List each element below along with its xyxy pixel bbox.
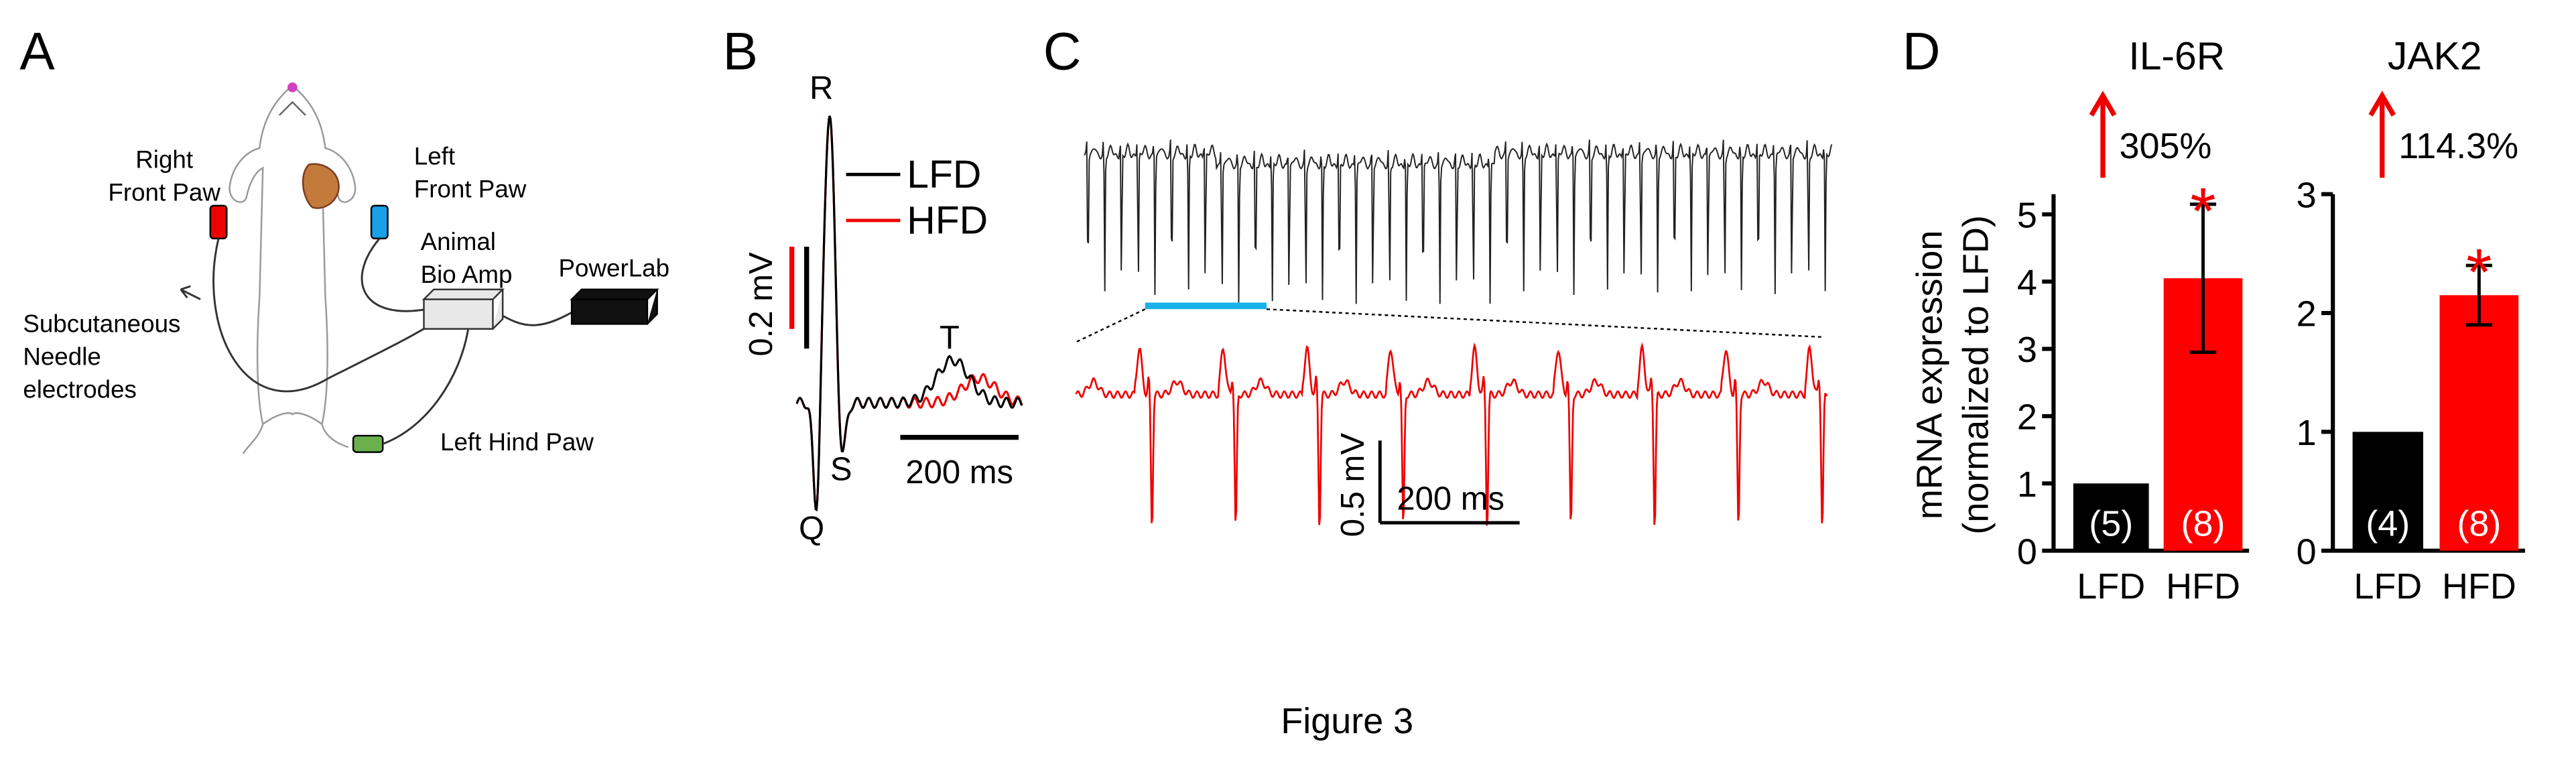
ecg-trace xyxy=(1084,139,1833,304)
bar xyxy=(2352,432,2424,551)
n-label: (4) xyxy=(2366,504,2410,544)
panel-label: C xyxy=(1043,21,1082,80)
wave-label: Q xyxy=(799,511,824,547)
label: Subcutaneous xyxy=(23,310,180,338)
scale-label: 0.2 mV xyxy=(743,252,779,357)
y-tick-label: 1 xyxy=(2297,413,2317,453)
label: electrodes xyxy=(23,376,137,403)
label: Front Paw xyxy=(414,176,527,203)
annotation: 305% xyxy=(2119,126,2211,166)
scale-label: 200 ms xyxy=(905,454,1013,491)
wave-label: T xyxy=(940,320,960,356)
y-tick-label: 3 xyxy=(2297,175,2317,215)
legend-label: HFD xyxy=(907,199,988,243)
x-tick-label: HFD xyxy=(2442,566,2516,607)
y-tick-label: 0 xyxy=(2297,531,2317,572)
electrode-hind xyxy=(352,434,384,453)
wave-label: R xyxy=(810,70,833,107)
electrode-right xyxy=(209,204,228,240)
y-tick-label: 1 xyxy=(2017,464,2037,505)
y-tick-label: 3 xyxy=(2017,330,2037,370)
y-axis-label: (normalized to LFD) xyxy=(1955,215,1996,534)
bar xyxy=(2073,483,2149,551)
label: Left Hind Paw xyxy=(440,428,594,456)
wave-label: S xyxy=(830,451,852,487)
significance: * xyxy=(2190,174,2215,248)
label: Right xyxy=(135,145,193,173)
n-label: (8) xyxy=(2457,504,2501,544)
ecg-trace xyxy=(1075,342,1828,526)
significance: * xyxy=(2466,235,2492,309)
scale-label: 0.5 mV xyxy=(1335,433,1371,538)
zoom-guide xyxy=(1076,308,1146,343)
scale-label: 200 ms xyxy=(1397,481,1504,517)
label: Animal xyxy=(421,228,496,255)
label: Front Paw xyxy=(108,179,220,206)
chart-title: JAK2 xyxy=(2388,34,2482,78)
label: Needle xyxy=(23,343,101,371)
y-tick-label: 5 xyxy=(2017,195,2037,235)
wires xyxy=(180,237,572,445)
y-tick-label: 4 xyxy=(2017,263,2037,303)
y-tick-label: 2 xyxy=(2297,294,2317,334)
chart-title: IL-6R xyxy=(2128,34,2225,78)
ecg-trace xyxy=(795,115,1023,512)
caption: Figure 3 xyxy=(1281,701,1413,741)
electrode-left xyxy=(370,204,389,240)
annotation: 114.3% xyxy=(2398,126,2518,166)
arrow-head xyxy=(2089,90,2117,117)
y-tick-label: 0 xyxy=(2017,531,2037,572)
n-label: (5) xyxy=(2089,504,2133,544)
bio-amp xyxy=(422,288,505,330)
bar xyxy=(2439,295,2519,551)
label: Left xyxy=(414,143,455,170)
panel-label: D xyxy=(1903,21,1941,80)
y-tick-label: 2 xyxy=(2017,397,2037,438)
zoom-guide xyxy=(1267,308,1824,338)
rat-diagram xyxy=(229,84,357,454)
nose xyxy=(287,82,298,92)
n-label: (8) xyxy=(2181,504,2226,544)
x-tick-label: HFD xyxy=(2166,566,2240,607)
x-tick-label: LFD xyxy=(2354,566,2422,607)
powerlab-box xyxy=(570,288,659,325)
legend-label: LFD xyxy=(907,153,981,196)
x-tick-label: LFD xyxy=(2077,566,2145,607)
label: PowerLab xyxy=(559,254,670,281)
panel-label: A xyxy=(19,21,55,80)
label: Bio Amp xyxy=(421,261,513,288)
arrow-head xyxy=(2368,90,2396,117)
heart-icon xyxy=(302,163,340,209)
y-axis-label: mRNA expression xyxy=(1910,231,1950,520)
panel-label: B xyxy=(723,21,758,80)
